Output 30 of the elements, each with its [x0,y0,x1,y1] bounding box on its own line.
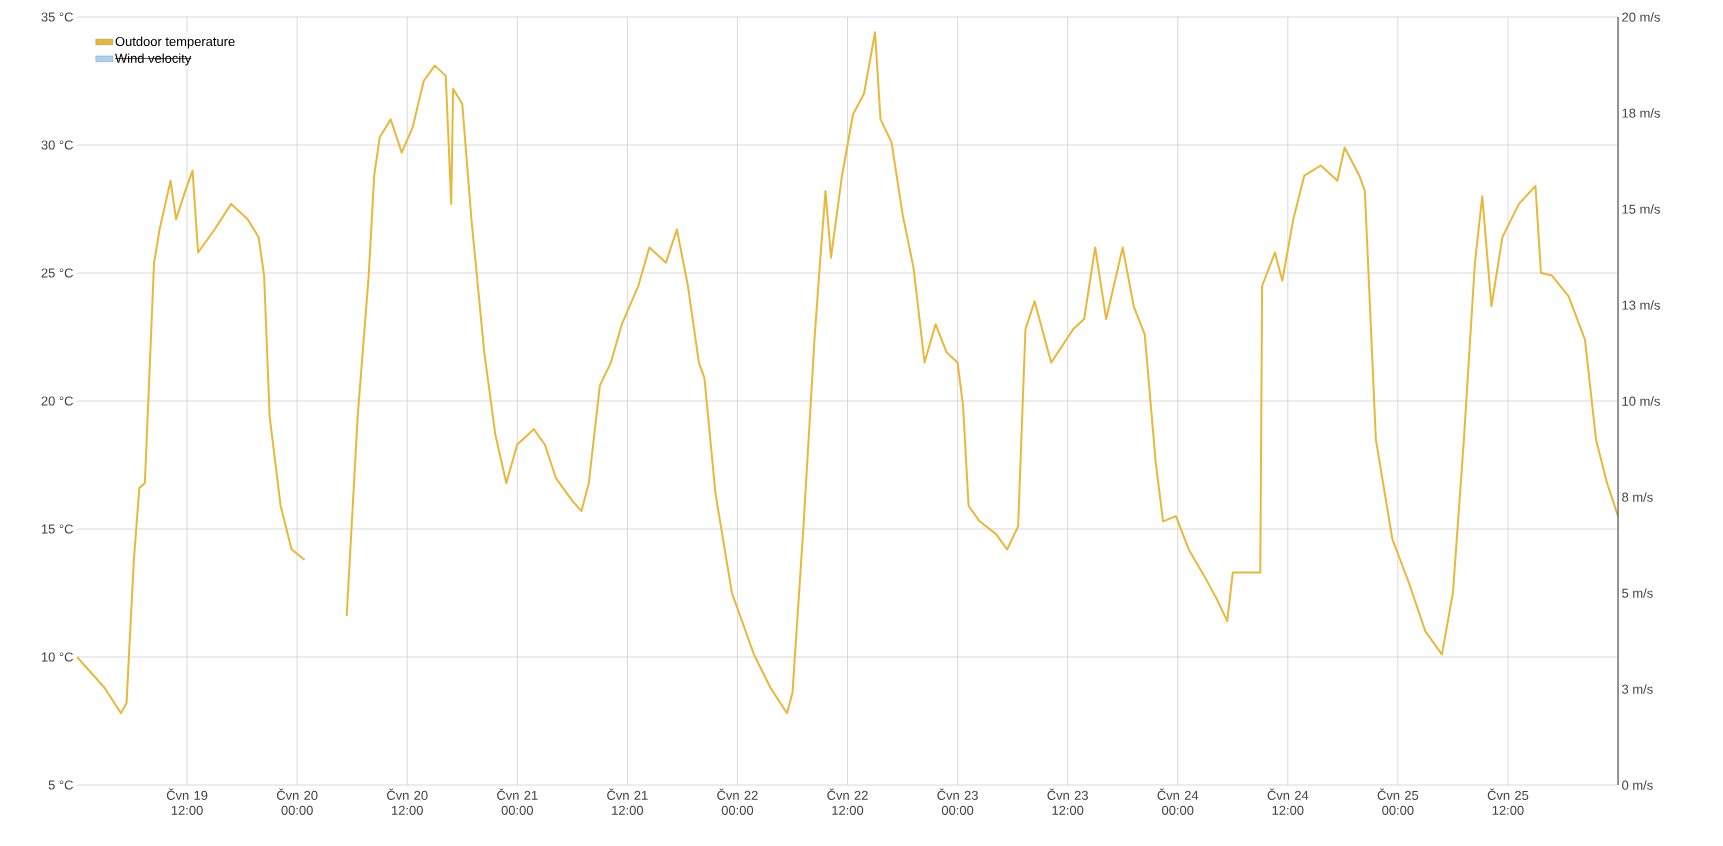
x-tick-label: Čvn 24 00:00 [1157,788,1199,815]
y-tick-label: 35 °C [41,12,73,22]
x-tick-label: Čvn 19 12:00 [166,788,208,815]
y2-tick-label: 13 m/s [1622,300,1660,310]
y2-tick-label: 20 m/s [1622,12,1660,22]
y2-tick-label: 18 m/s [1622,108,1660,118]
y2-tick-label: 8 m/s [1622,492,1653,502]
y2-tick-label: 15 m/s [1622,204,1660,214]
x-tick-label: Čvn 25 12:00 [1487,788,1529,815]
y-tick-label: 20 °C [41,396,73,406]
x-tick-label: Čvn 25 00:00 [1377,788,1419,815]
x-tick-label: Čvn 21 12:00 [607,788,648,815]
y-tick-label: 10 °C [41,652,73,662]
y2-tick-label: 10 m/s [1622,396,1660,406]
y-tick-label: 5 °C [48,780,73,790]
x-tick-label: Čvn 20 12:00 [387,788,428,815]
x-tick-label: Čvn 22 12:00 [827,788,868,815]
x-tick-label: Čvn 23 12:00 [1047,788,1088,815]
y-tick-label: 15 °C [41,524,73,534]
legend-label: Outdoor temperature [115,36,235,49]
x-tick-label: Čvn 20 00:00 [276,788,318,815]
x-tick-label: Čvn 22 00:00 [717,788,758,815]
x-tick-label: Čvn 21 00:00 [497,788,538,815]
y2-tick-label: 3 m/s [1622,684,1653,694]
y-tick-label: 30 °C [41,140,73,150]
y2-tick-label: 5 m/s [1622,588,1653,598]
y2-tick-label: 0 m/s [1622,780,1653,790]
x-tick-label: Čvn 24 12:00 [1267,788,1309,815]
y-tick-label: 25 °C [41,268,73,278]
x-tick-label: Čvn 23 00:00 [937,788,978,815]
